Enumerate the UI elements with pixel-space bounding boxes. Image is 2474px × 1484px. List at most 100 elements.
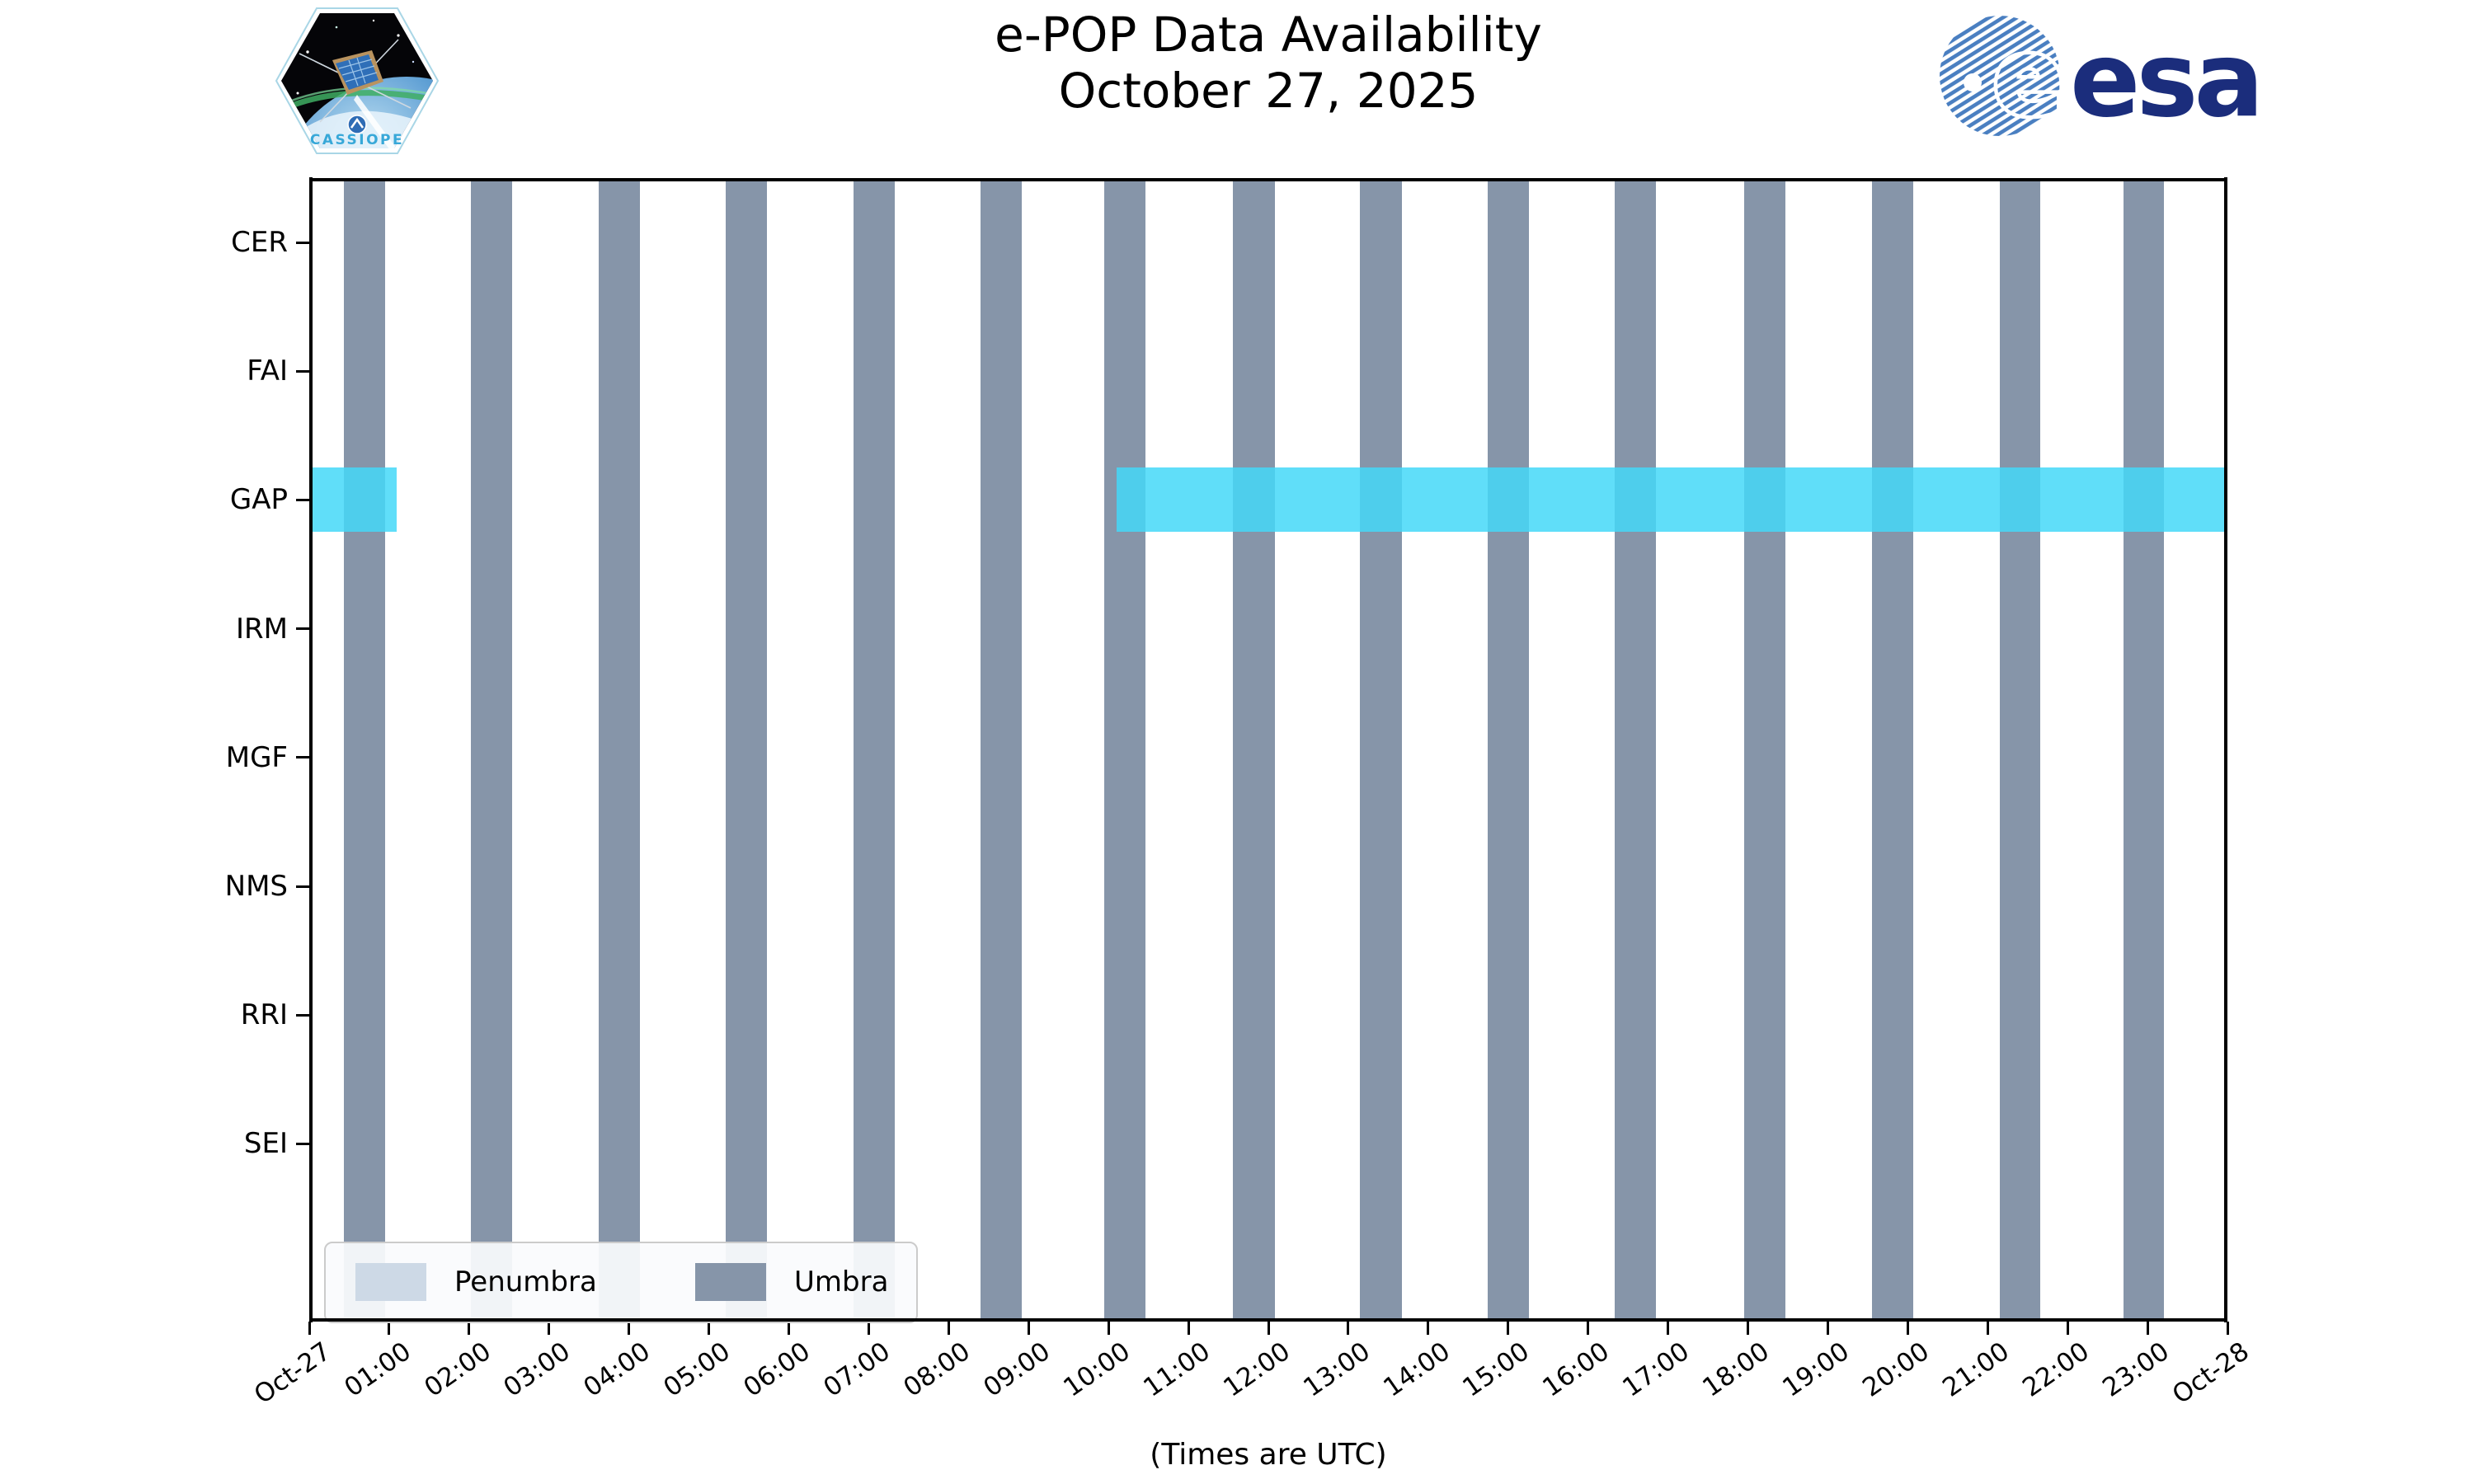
y-tick-nms [296,885,309,888]
patch-beam [354,95,398,148]
plot-spine-right [2224,177,2227,1322]
chart-title: e-POP Data Availability October 27, 2025 [995,7,1542,120]
umbra-bar [1233,178,1275,1322]
x-tick-5 [708,1322,711,1335]
x-tick-17 [1667,1322,1670,1335]
cassiope-mission-patch: CASSIOPE [275,2,440,159]
legend-label-penumbra: Penumbra [454,1266,597,1298]
y-label-irm: IRM [236,612,288,646]
availability-bar-gap [309,467,397,533]
y-label-mgf: MGF [225,740,288,774]
esa-globe [1940,16,2060,136]
esa-logo: e esa [1936,13,2299,143]
chart-title-line1: e-POP Data Availability [995,7,1542,63]
x-label-11: 11:00 [1137,1336,1216,1403]
x-label-19: 19:00 [1777,1336,1856,1403]
x-tick-11 [1187,1322,1190,1335]
x-tick-23 [2146,1322,2149,1335]
umbra-bar [598,178,641,1322]
y-tick-gap [296,498,309,501]
y-tick-sei [296,1142,309,1145]
x-tick-10 [1107,1322,1110,1335]
x-tick-24 [2226,1322,2229,1335]
csa-roundel [347,115,367,134]
x-label-8: 08:00 [898,1336,976,1403]
x-tick-14 [1427,1322,1430,1335]
umbra-bar [1743,178,1786,1322]
x-tick-3 [548,1322,551,1335]
y-label-fai: FAI [247,355,288,388]
x-label-5: 05:00 [658,1336,736,1403]
x-label-23: 23:00 [2096,1336,2175,1403]
x-tick-20 [1906,1322,1909,1335]
x-label-1: 01:00 [338,1336,416,1403]
availability-bar-gap [1116,467,2227,533]
x-label-2: 02:00 [418,1336,496,1403]
umbra-bar [854,178,896,1322]
x-label-6: 06:00 [738,1336,816,1403]
umbra-bar [470,178,513,1322]
esa-globe-dot [1964,73,1982,92]
umbra-bar [1999,178,2041,1322]
x-tick-16 [1587,1322,1590,1335]
umbra-bar [343,178,386,1322]
x-tick-13 [1347,1322,1350,1335]
x-label-0: Oct-27 [248,1336,336,1411]
y-tick-rri [296,1013,309,1017]
x-tick-1 [388,1322,391,1335]
x-tick-22 [2066,1322,2069,1335]
x-label-3: 03:00 [498,1336,576,1403]
umbra-bar [1614,178,1657,1322]
esa-globe-e: e [1993,16,2065,139]
x-tick-12 [1267,1322,1270,1335]
x-label-20: 20:00 [1857,1336,1935,1403]
legend-swatch-umbra [695,1263,766,1301]
plot-spine-top [309,178,2227,181]
x-tick-19 [1826,1322,1829,1335]
x-label-15: 15:00 [1457,1336,1536,1403]
x-label-4: 04:00 [578,1336,656,1403]
umbra-bar [1487,178,1529,1322]
legend: Penumbra Umbra [324,1242,918,1323]
patch-satellite [299,39,412,148]
plot-area: Penumbra Umbra [309,177,2227,1323]
x-label-18: 18:00 [1697,1336,1776,1403]
y-tick-mgf [296,756,309,759]
x-label-21: 21:00 [1937,1336,2015,1403]
x-label-14: 14:00 [1377,1336,1456,1403]
umbra-bar [725,178,768,1322]
x-label-12: 12:00 [1217,1336,1296,1403]
umbra-bar [981,178,1023,1322]
y-label-sei: SEI [243,1127,288,1161]
y-label-nms: NMS [224,870,288,903]
x-tick-15 [1507,1322,1510,1335]
chart-title-line2: October 27, 2025 [1058,63,1479,120]
x-tick-7 [867,1322,870,1335]
plot-spine-left [309,177,313,1322]
y-tick-cer [296,241,309,244]
legend-label-umbra: Umbra [794,1266,889,1298]
x-label-17: 17:00 [1617,1336,1696,1403]
x-axis-caption: (Times are UTC) [1150,1438,1387,1472]
x-tick-2 [468,1322,471,1335]
y-tick-irm [296,627,309,631]
umbra-bar [1871,178,1914,1322]
availability-bars-layer [309,178,2227,1322]
x-tick-9 [1027,1322,1030,1335]
y-label-rri: RRI [240,998,288,1032]
x-label-13: 13:00 [1297,1336,1376,1403]
y-label-cer: CER [231,226,288,259]
x-label-9: 09:00 [978,1336,1056,1403]
x-label-7: 07:00 [818,1336,896,1403]
y-label-gap: GAP [229,483,288,517]
x-tick-21 [1986,1322,1989,1335]
cassiope-patch-graphic: CASSIOPE [275,7,440,154]
x-tick-18 [1747,1322,1749,1335]
plot-spine-bottom [309,1318,2227,1322]
x-label-24: Oct-28 [2166,1336,2255,1411]
x-label-16: 16:00 [1537,1336,1616,1403]
umbra-bar [1104,178,1145,1322]
umbra-bar [1360,178,1402,1322]
esa-logo-graphic: e esa [1940,13,2264,143]
